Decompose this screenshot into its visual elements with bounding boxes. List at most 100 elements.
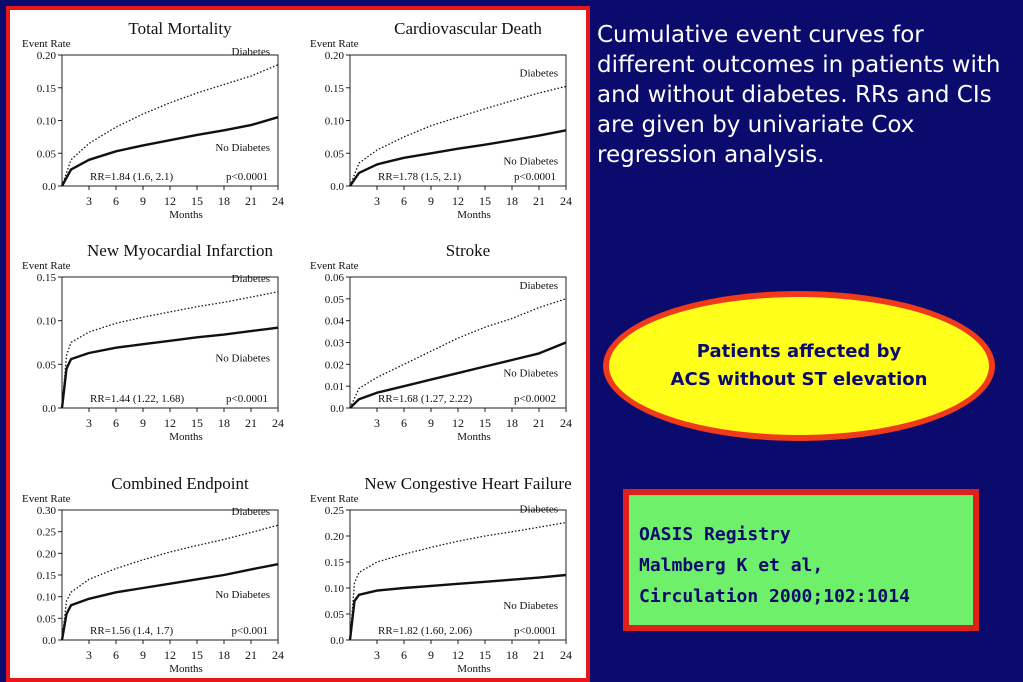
chart-1-xtick-label: 15 [191,194,203,208]
chart-3-diabetes-label: Diabetes [232,273,270,285]
chart-2-diabetes-label: Diabetes [520,67,558,79]
chart-1-xtick-label: 3 [86,194,92,208]
chart-4-xtick-label: 6 [401,416,407,430]
chart-5-xtick-label: 18 [218,648,230,662]
chart-2-ytick-label: 0.0 [330,181,344,193]
chart-3-xtick-label: 21 [245,416,257,430]
chart-1-ytick-label: 0.15 [37,83,57,95]
chart-4-p-value-label: p<0.0002 [514,393,556,405]
chart-1-ytick-label: 0.20 [37,50,57,62]
chart-2-no-diabetes-label: No Diabetes [503,155,558,167]
chart-5-ytick-label: 0.10 [37,592,57,604]
chart-4-ytick-label: 0.05 [325,294,345,306]
chart-3-no-diabetes-label: No Diabetes [215,353,270,365]
chart-6-xtick-label: 12 [452,648,464,662]
chart-5-diabetes-line [61,524,279,641]
chart-1-plot-frame [61,54,279,187]
chart-2-ytick-label: 0.15 [325,83,345,95]
caption-text: Cumulative event curves for different ou… [597,22,1001,168]
chart-4-ytick-label: 0.0 [330,403,344,415]
chart-4-no-diabetes-line [349,341,567,409]
chart-5-ytick-label: 0.30 [37,505,57,517]
chart-3-xlabel: Months [169,431,203,443]
chart-5-ytick-label: 0.0 [42,635,56,647]
chart-2-xtick-label: 24 [560,194,572,208]
chart-2-title: Cardiovascular Death [394,19,542,38]
chart-1-rr-label: RR=1.84 (1.6, 2.1) [90,171,174,183]
chart-6-title: New Congestive Heart Failure [364,474,571,493]
chart-1-xtick-label: 6 [113,194,119,208]
chart-3-p-value-label: p<0.0001 [226,393,268,405]
chart-3-xtick-label: 3 [86,416,92,430]
chart-5-xtick-label: 21 [245,648,257,662]
chart-1-xtick-label: 12 [164,194,176,208]
chart-1-xtick-label: 18 [218,194,230,208]
chart-2-ylabel: Event Rate [310,38,359,50]
chart-6-ytick-label: 0.25 [325,505,345,517]
chart-6-ylabel: Event Rate [310,493,359,505]
chart-1-ylabel: Event Rate [22,38,71,50]
chart-5-ytick-label: 0.25 [37,527,57,539]
chart-1-p-value-label: p<0.0001 [226,171,268,183]
chart-1-xtick-label: 21 [245,194,257,208]
chart-3-xtick-label: 24 [272,416,284,430]
chart-4-xtick-label: 15 [479,416,491,430]
chart-5-xtick-label: 3 [86,648,92,662]
chart-2-no-diabetes-line [349,129,567,187]
chart-6-diabetes-line [349,521,567,641]
chart-1-no-diabetes-line [60,116,279,187]
chart-3-ylabel: Event Rate [22,260,71,272]
chart-6-xtick-label: 15 [479,648,491,662]
chart-5-xtick-label: 6 [113,648,119,662]
chart-2-xtick-label: 21 [533,194,545,208]
chart-5-ytick-label: 0.15 [37,570,57,582]
chart-2-ytick-label: 0.05 [325,148,345,160]
reference-line-1: OASIS Registry [639,524,791,545]
charts-panel: Total Mortality Event Rate 0.0 0.05 0.10 0.15… [6,6,590,682]
chart-5-ytick-label: 0.05 [37,613,57,625]
chart-6-xtick-label: 18 [506,648,518,662]
callout-line-2: ACS without ST elevation [670,369,928,390]
chart-6-rr-label: RR=1.82 (1.60, 2.06) [378,625,473,637]
chart-2-diabetes-line [349,85,567,187]
chart-3-xtick-label: 6 [113,416,119,430]
chart-3-xtick-label: 15 [191,416,203,430]
chart-1-no-diabetes-label: No Diabetes [215,142,270,154]
chart-1-xtick-label: 9 [140,194,146,208]
chart-5-rr-label: RR=1.56 (1.4, 1.7) [90,625,174,637]
chart-2-p-value-label: p<0.0001 [514,171,556,183]
callout-ellipse: Patients affected by ACS without ST elev… [603,291,995,441]
chart-5-xtick-label: 9 [140,648,146,662]
reference-line-2: Malmberg K et al, [639,555,824,576]
chart-6-plot-frame [349,509,567,641]
chart-5-no-diabetes-line [60,563,279,641]
chart-5-xtick-label: 15 [191,648,203,662]
reference-line-3: Circulation 2000;102:1014 [639,586,910,607]
chart-6-no-diabetes-line [348,573,567,641]
chart-3-plot-frame [61,276,279,409]
chart-3-diabetes-line [61,291,279,409]
chart-3-ytick-label: 0.10 [37,316,57,328]
chart-4-xtick-label: 9 [428,416,434,430]
chart-6-xtick-label: 6 [401,648,407,662]
chart-4-xtick-label: 12 [452,416,464,430]
reference-box: OASIS Registry Malmberg K et al, Circula… [623,489,979,631]
chart-6-xtick-label: 3 [374,648,380,662]
chart-2-ytick-label: 0.20 [325,50,345,62]
chart-2-xtick-label: 9 [428,194,434,208]
chart-4-ytick-label: 0.04 [325,316,345,328]
chart-5-xtick-label: 24 [272,648,284,662]
chart-1-title: Total Mortality [128,19,232,38]
chart-6-ytick-label: 0.10 [325,583,345,595]
chart-4-xtick-label: 21 [533,416,545,430]
chart-5-p-value-label: p<0.001 [232,625,268,637]
chart-4-ylabel: Event Rate [310,260,359,272]
charts-grid: Total Mortality Event Rate 0.0 0.05 0.10 0.15… [22,19,572,675]
chart-5-ylabel: Event Rate [22,493,71,505]
chart-4-no-diabetes-label: No Diabetes [503,368,558,380]
chart-3-ytick-label: 0.0 [42,403,56,415]
chart-4-xtick-label: 3 [374,416,380,430]
chart-6-ytick-label: 0.20 [325,531,345,543]
chart-6-ytick-label: 0.05 [325,609,345,621]
chart-6-ytick-label: 0.0 [330,635,344,647]
